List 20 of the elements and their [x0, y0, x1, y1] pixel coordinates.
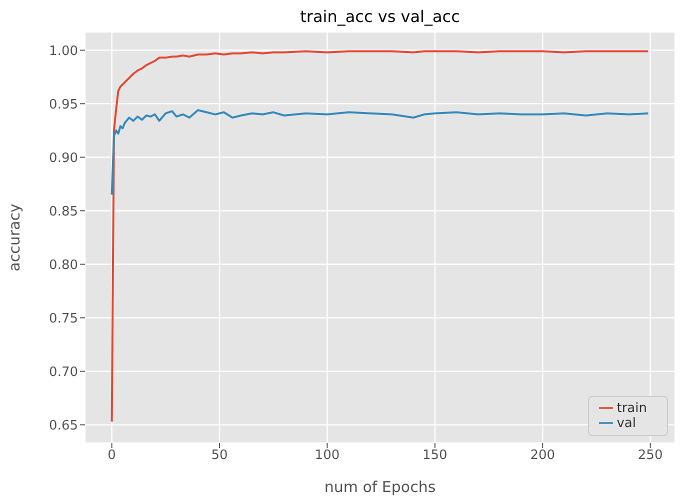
line-series [110, 109, 650, 196]
x-axis-title: num of Epochs [324, 478, 436, 496]
chart-title: train_acc vs val_acc [300, 7, 460, 26]
y-tick-label: 0.75 [49, 311, 78, 326]
legend-label: train [616, 401, 647, 416]
y-tick-label: 0.80 [49, 258, 78, 273]
y-tick-label: 0.85 [49, 204, 78, 220]
x-tick-label: 0 [108, 448, 116, 464]
y-tick-label: 0.70 [49, 364, 78, 380]
legend-label: val [616, 416, 636, 431]
y-axis-title: accuracy [5, 204, 24, 272]
y-tick-label: 0.65 [49, 418, 78, 434]
x-tick-label: 150 [422, 448, 448, 464]
y-tick-label: 1.00 [49, 44, 78, 59]
x-tick-label: 50 [211, 448, 228, 464]
x-tick-label: 200 [530, 448, 556, 464]
y-tick-label: 0.90 [49, 150, 78, 166]
x-tick-label: 100 [314, 448, 340, 464]
y-tick-label: 0.95 [49, 97, 78, 112]
x-tick-label: 250 [638, 448, 663, 464]
